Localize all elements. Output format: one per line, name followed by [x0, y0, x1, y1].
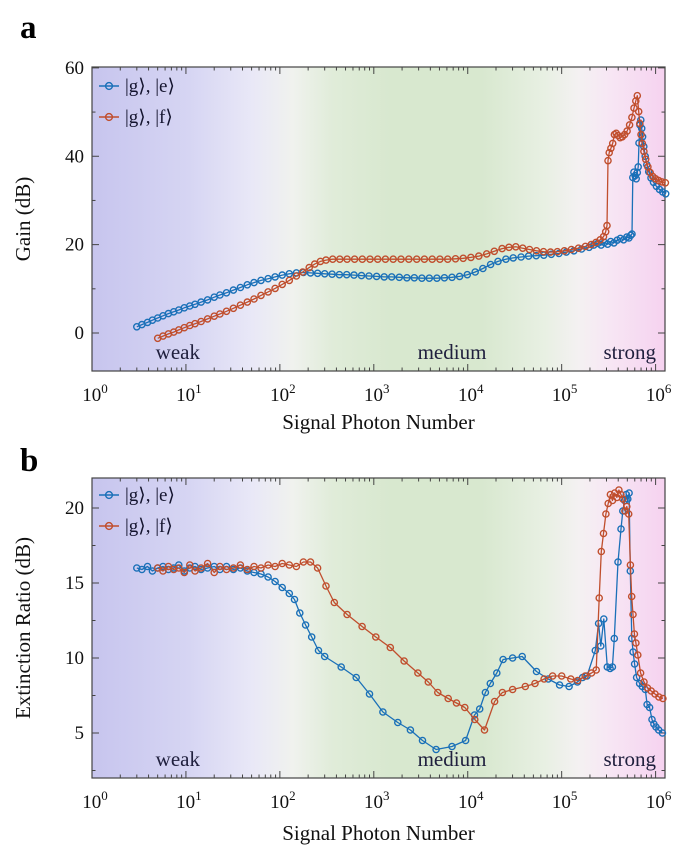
legend-label-gf: |g⟩, |f⟩ [125, 107, 173, 128]
x-tick-label: 101 [176, 788, 202, 813]
x-axis-title: Signal Photon Number [282, 821, 475, 845]
legend-marker-gf [104, 112, 114, 122]
plot-frame [91, 66, 666, 372]
legend-label-ge: |g⟩, |e⟩ [125, 485, 175, 506]
y-tick-label: 0 [75, 323, 85, 344]
y-tick-label: 20 [65, 235, 84, 256]
x-tick-label: 106 [646, 381, 672, 406]
x-tick-label: 104 [458, 381, 484, 406]
legend-label-ge: |g⟩, |e⟩ [125, 76, 175, 97]
y-tick-label: 5 [75, 723, 85, 744]
region-label-weak: weak [156, 340, 201, 364]
series-gf-markers [153, 486, 667, 734]
legend-marker-ge [104, 81, 114, 91]
region-label-medium: medium [418, 340, 487, 364]
y-tick-label: 15 [65, 573, 84, 594]
regime-bands-background [92, 67, 665, 371]
panel-b: weak medium strong 5 10 15 20 100 101 102 103 104 10… [11, 443, 672, 845]
panel-label-a: a [20, 10, 37, 46]
legend-marker-gf [104, 521, 114, 531]
legend-marker-ge [104, 490, 114, 500]
x-tick-label: 105 [552, 381, 578, 406]
legend-label-gf: |g⟩, |f⟩ [125, 516, 173, 537]
region-label-strong: strong [603, 340, 656, 364]
x-tick-label: 100 [82, 381, 108, 406]
panel-label-b: b [20, 443, 38, 479]
x-tick-label: 103 [364, 381, 390, 406]
region-label-weak: weak [156, 747, 201, 771]
series-gf-markers [153, 91, 670, 343]
series-gf-line [157, 95, 666, 339]
panel-a: weak medium strong 0 20 40 60 100 101 102 103 104 10… [11, 10, 672, 434]
legend: |g⟩, |e⟩ |g⟩, |f⟩ [99, 76, 175, 128]
plot-frame [91, 477, 666, 779]
regime-bands-background [92, 478, 665, 778]
x-tick-label: 103 [364, 788, 390, 813]
y-tick-label: 60 [65, 58, 84, 79]
x-axis-title: Signal Photon Number [282, 410, 475, 434]
y-axis-title: Gain (dB) [11, 177, 35, 262]
x-tick-label: 100 [82, 788, 108, 813]
x-tick-label: 106 [646, 788, 672, 813]
x-tick-label: 102 [270, 788, 296, 813]
y-tick-label: 40 [65, 146, 84, 167]
y-tick-label: 20 [65, 498, 84, 519]
region-label-strong: strong [603, 747, 656, 771]
legend: |g⟩, |e⟩ |g⟩, |f⟩ [99, 485, 175, 537]
region-label-medium: medium [418, 747, 487, 771]
y-tick-label: 10 [65, 648, 84, 669]
x-tick-label: 101 [176, 381, 202, 406]
x-tick-label: 104 [458, 788, 484, 813]
y-axis-title: Extinction Ratio (dB) [11, 537, 35, 719]
x-tick-label: 102 [270, 381, 296, 406]
x-tick-label: 105 [552, 788, 578, 813]
